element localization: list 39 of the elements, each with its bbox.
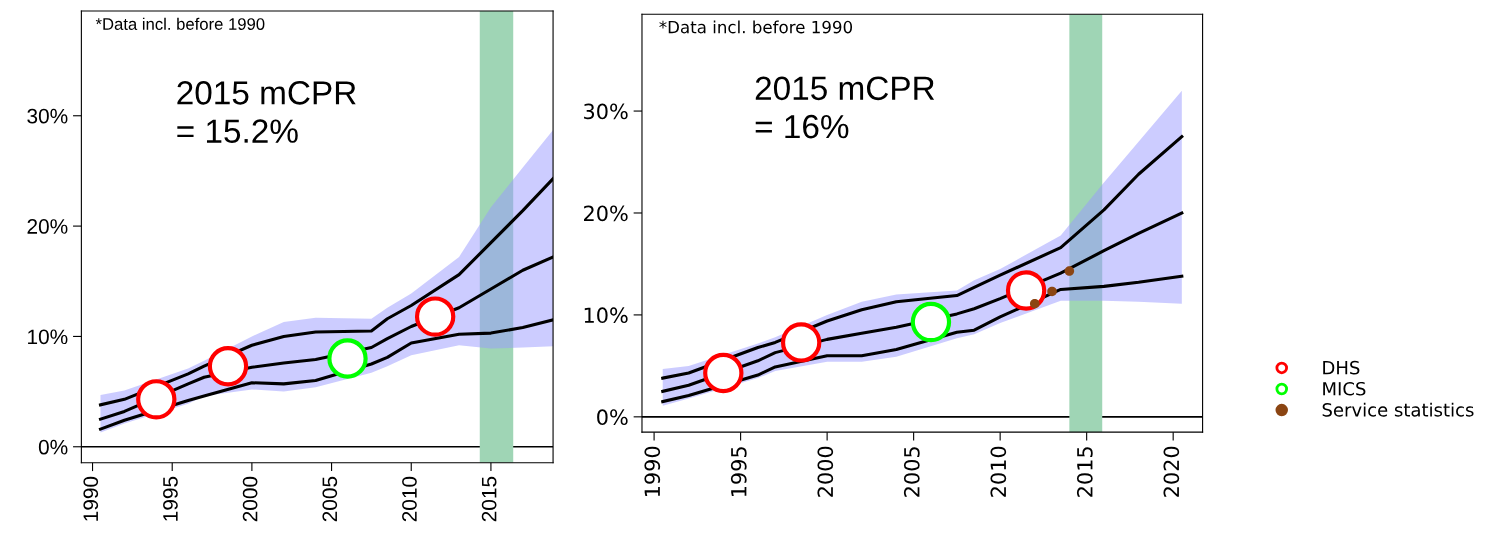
point bbox=[1029, 298, 1040, 309]
y-tick-label: 30% bbox=[584, 103, 628, 120]
y-tick-label: 20% bbox=[27, 219, 68, 234]
point bbox=[910, 301, 952, 343]
point bbox=[1047, 286, 1057, 297]
legend-label: Service statistics bbox=[1322, 402, 1474, 417]
x-tick-label: 2005 bbox=[903, 447, 920, 497]
x-tick-label: 1995 bbox=[730, 447, 747, 497]
y-tick-label: 30% bbox=[27, 108, 68, 124]
x-tick-label: 1995 bbox=[163, 476, 178, 521]
y-tick-label: 20% bbox=[584, 205, 628, 222]
point bbox=[703, 352, 744, 394]
y-tick-label: 0% bbox=[597, 409, 628, 426]
legend-label: MICS bbox=[1323, 381, 1366, 396]
y-tick-label: 10% bbox=[584, 307, 628, 324]
x-tick-label: 2015 bbox=[1076, 447, 1093, 497]
y-tick-label: 0% bbox=[38, 439, 68, 455]
annotation: *Data incl. before 1990 bbox=[95, 17, 265, 30]
annotation: *Data incl. before 1990 bbox=[659, 20, 853, 34]
point bbox=[414, 296, 456, 337]
y-tick-label: 10% bbox=[28, 329, 68, 345]
x-tick-label: 2000 bbox=[242, 476, 258, 522]
x-tick-label: 1990 bbox=[644, 446, 661, 497]
point bbox=[1064, 266, 1075, 276]
annotation: 2015 mCPR = 15.2% bbox=[177, 81, 356, 143]
x-tick-label: 2010 bbox=[990, 446, 1007, 497]
legend-label: DHS bbox=[1323, 360, 1360, 375]
point bbox=[327, 338, 368, 379]
x-tick-label: 2020 bbox=[1163, 446, 1180, 497]
point bbox=[1005, 270, 1047, 311]
annotation: 2015 mCPR = 16% bbox=[755, 76, 935, 139]
point bbox=[136, 379, 177, 420]
point bbox=[207, 346, 249, 387]
x-tick-label: 2015 bbox=[481, 476, 497, 522]
x-tick-label: 2000 bbox=[817, 446, 834, 497]
x-tick-label: 1990 bbox=[83, 476, 99, 521]
point bbox=[780, 322, 822, 363]
x-tick-label: 2005 bbox=[322, 476, 338, 522]
x-tick-label: 2010 bbox=[402, 476, 417, 522]
